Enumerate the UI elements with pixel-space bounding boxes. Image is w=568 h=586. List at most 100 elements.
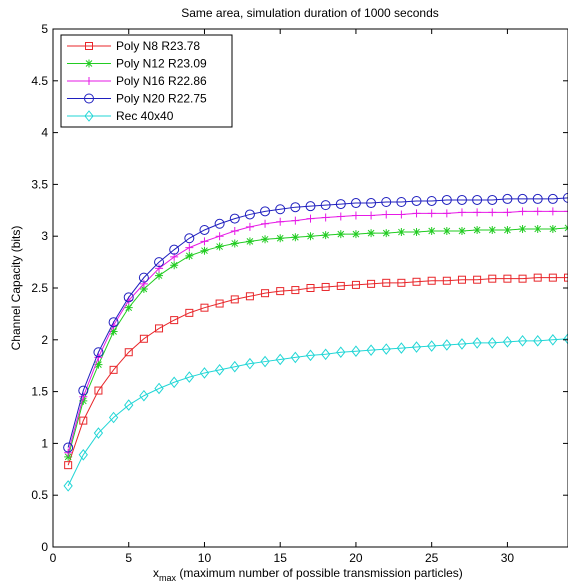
- data-point: [108, 317, 119, 328]
- data-point: [138, 272, 149, 283]
- data-point: [442, 227, 451, 236]
- legend-label: Poly N20 R22.75: [116, 92, 207, 106]
- data-point: [396, 342, 407, 354]
- data-point: [397, 278, 406, 287]
- data-point: [382, 210, 391, 219]
- data-point: [367, 229, 376, 238]
- data-point: [563, 332, 568, 345]
- data-point: [336, 281, 345, 290]
- legend-entry: Rec 40x40: [67, 109, 174, 123]
- data-point: [230, 227, 239, 236]
- data-point: [230, 239, 239, 248]
- data-point: [185, 243, 194, 252]
- chart-title: Same area, simulation duration of 1000 s…: [181, 6, 439, 20]
- data-point: [245, 222, 254, 231]
- data-point: [517, 335, 528, 347]
- data-point: [260, 206, 271, 217]
- data-point: [381, 343, 391, 355]
- data-point: [350, 198, 361, 209]
- data-point: [290, 202, 301, 213]
- legend-label: Poly N16 R22.86: [116, 74, 207, 88]
- data-point: [457, 227, 466, 236]
- data-point: [396, 197, 407, 208]
- legend-entry: Poly N16 R22.86: [67, 74, 207, 88]
- data-point: [488, 274, 497, 283]
- data-point: [109, 327, 118, 336]
- data-point: [261, 235, 270, 244]
- data-point: [154, 257, 165, 268]
- legend-entry: Poly N8 R23.78: [67, 39, 200, 53]
- legend-entry: Poly N12 R23.09: [67, 57, 207, 71]
- data-point: [139, 334, 148, 343]
- y-tick-label: 2: [41, 333, 48, 347]
- x-tick-label: 25: [425, 551, 439, 565]
- data-point: [123, 292, 134, 303]
- data-point: [306, 284, 315, 292]
- data-point: [548, 224, 557, 233]
- data-point: [320, 200, 331, 211]
- data-point: [336, 346, 346, 359]
- data-point: [441, 194, 452, 205]
- data-point: [79, 416, 88, 425]
- data-point: [412, 209, 421, 218]
- data-point: [155, 264, 164, 273]
- y-tick-label: 2.5: [31, 281, 48, 295]
- data-point: [487, 337, 497, 349]
- data-point: [473, 225, 482, 234]
- data-point: [427, 276, 436, 285]
- x-tick-label: 10: [198, 551, 212, 565]
- y-tick-label: 3: [41, 229, 48, 243]
- y-tick-label: 1.5: [31, 385, 48, 399]
- legend-marker: [84, 93, 94, 104]
- data-point: [336, 212, 345, 221]
- data-point: [411, 195, 422, 206]
- data-point: [244, 209, 255, 220]
- y-tick-label: 5: [41, 22, 48, 36]
- data-point: [215, 242, 224, 251]
- data-point: [276, 234, 285, 243]
- data-point: [503, 208, 512, 217]
- data-point: [366, 198, 377, 209]
- data-point: [442, 209, 451, 218]
- data-point: [229, 213, 240, 224]
- legend-marker: [84, 110, 94, 122]
- data-point: [397, 228, 406, 237]
- x-axis-label-rest: (maximum number of possible transmission…: [176, 566, 463, 580]
- data-point: [291, 286, 300, 295]
- data-point: [276, 287, 285, 296]
- data-point: [427, 209, 436, 218]
- data-point: [502, 336, 513, 348]
- data-point: [427, 340, 437, 352]
- data-point: [154, 382, 164, 395]
- series-line: [67, 210, 568, 453]
- data-point: [93, 347, 104, 358]
- data-point: [381, 197, 392, 208]
- data-point: [275, 204, 286, 215]
- data-point: [94, 360, 103, 369]
- x-axis-label-subscript: max: [159, 573, 177, 583]
- x-axis-label-main: x: [153, 566, 159, 580]
- legend-marker: [85, 42, 93, 50]
- data-point: [548, 333, 558, 346]
- x-tick-label: 5: [125, 551, 132, 565]
- data-point: [518, 274, 527, 283]
- series-4: [63, 192, 568, 453]
- data-point: [456, 194, 467, 205]
- data-point: [442, 276, 451, 285]
- data-point: [548, 207, 557, 216]
- data-point: [200, 303, 209, 312]
- data-point: [306, 214, 315, 223]
- data-point: [518, 224, 527, 233]
- y-tick-label: 3.5: [31, 177, 48, 191]
- data-point: [124, 303, 133, 312]
- series-line: [67, 197, 568, 448]
- data-point: [155, 271, 164, 280]
- data-point: [564, 273, 568, 282]
- data-point: [351, 345, 361, 357]
- data-point: [64, 452, 73, 461]
- data-point: [503, 225, 512, 234]
- data-point: [351, 280, 360, 289]
- data-point: [185, 251, 194, 260]
- data-point: [351, 230, 360, 239]
